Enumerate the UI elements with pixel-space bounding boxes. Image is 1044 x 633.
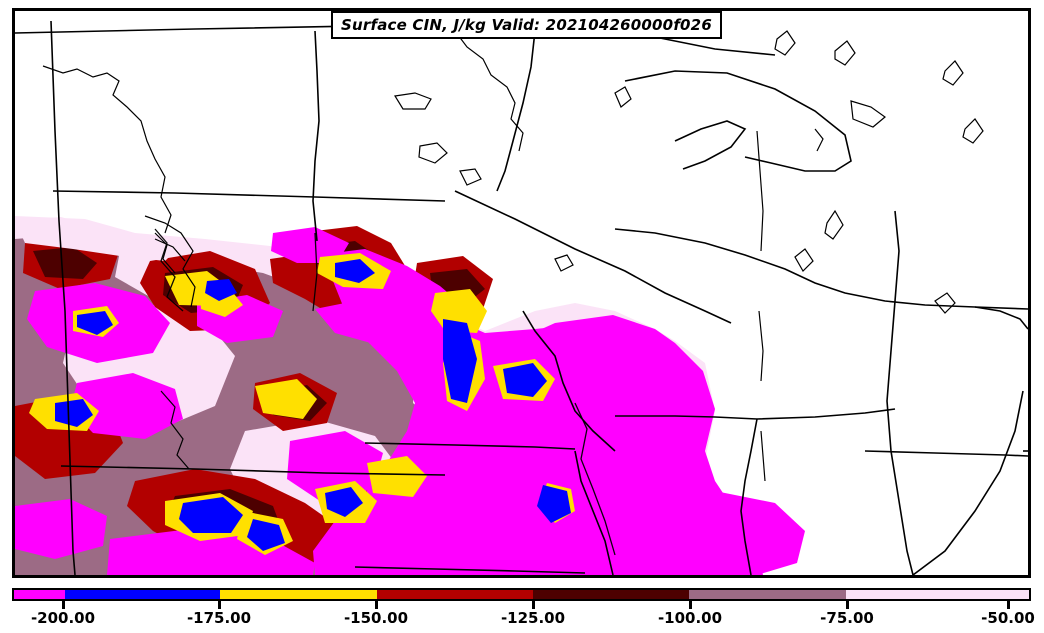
colorbar-tick-label: -75.00 (820, 609, 874, 627)
colorbar-tick (218, 601, 221, 609)
colorbar-segment (64, 590, 221, 599)
rivers-and-lakes (42, 30, 984, 482)
plot-title-box: Surface CIN, J/kg Valid: 202104260000f02… (331, 11, 722, 39)
colorbar-tick-label: -50.00 (981, 609, 1035, 627)
map-canvas (15, 11, 1028, 575)
colorbar-tick (846, 601, 849, 609)
plot-title: Surface CIN, J/kg Valid: 202104260000f02… (341, 16, 712, 34)
colorbar-tick-label: -100.00 (657, 609, 723, 627)
colorbar-segment (14, 590, 65, 599)
colorbar-tick-label: -125.00 (500, 609, 566, 627)
colorbar-segment (220, 590, 377, 599)
colorbar-tick-label: -200.00 (30, 609, 96, 627)
map-plot-area[interactable] (12, 8, 1031, 578)
colorbar-tick (1007, 601, 1010, 609)
colorbar-segment (376, 590, 533, 599)
colorbar-band (12, 588, 1031, 601)
overlay-geography (154, 228, 616, 556)
colorbar-tick (62, 601, 65, 609)
colorbar-tick-label: -175.00 (186, 609, 252, 627)
colorbar-tick-label: -150.00 (343, 609, 409, 627)
colorbar-tick-labels: -200.00 -175.00 -150.00 -125.00 -100.00 -75.0… (0, 609, 1044, 633)
colorbar-tick (532, 601, 535, 609)
cin-filled-contours (15, 216, 805, 575)
colorbar: -200.00 -175.00 -150.00 -125.00 -100.00 -75.0… (0, 585, 1044, 633)
colorbar-segment (689, 590, 846, 599)
colorbar-segment (532, 590, 690, 599)
colorbar-tick (689, 601, 692, 609)
colorbar-tick (375, 601, 378, 609)
colorbar-ticks (0, 601, 1044, 609)
colorbar-segment (845, 590, 1029, 599)
